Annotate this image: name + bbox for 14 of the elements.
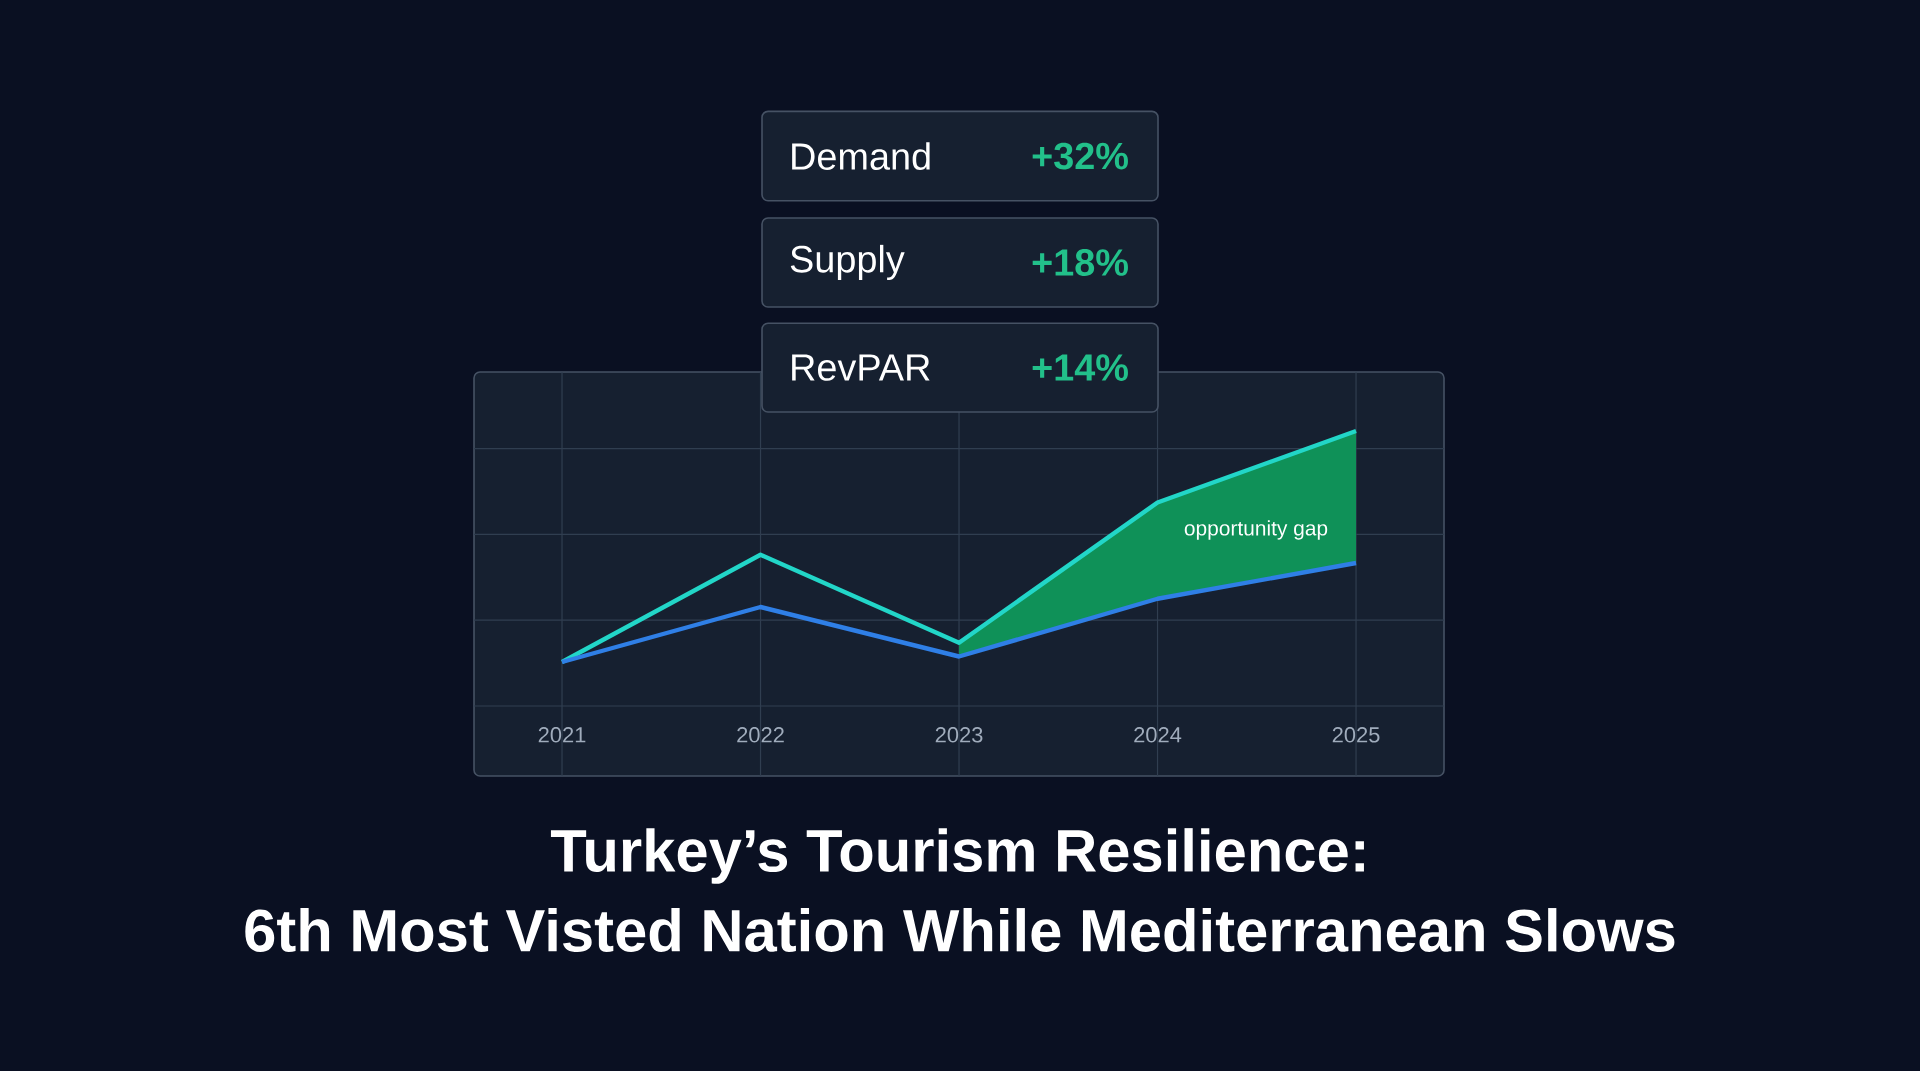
x-tick-label: 2023 xyxy=(935,727,983,743)
text: Turkey’s Tourism Resilience: xyxy=(550,828,1364,884)
x-tick-label: 2024 xyxy=(1134,727,1182,743)
x-tick-label: 2022 xyxy=(737,727,784,743)
x-tick-label: 2021 xyxy=(538,727,586,743)
text: 6th Most Visted Nation While Mediterranean Slows xyxy=(245,908,1675,952)
text: Demand xyxy=(792,142,930,170)
text: +18% xyxy=(1032,249,1128,276)
x-tick-label: 2025 xyxy=(1332,727,1380,743)
annotation: opportunity gap xyxy=(1184,520,1328,540)
text: RevPAR xyxy=(792,354,930,381)
text: +32% xyxy=(1032,142,1128,170)
text: +14% xyxy=(1032,354,1128,381)
text: Supply xyxy=(790,244,905,281)
